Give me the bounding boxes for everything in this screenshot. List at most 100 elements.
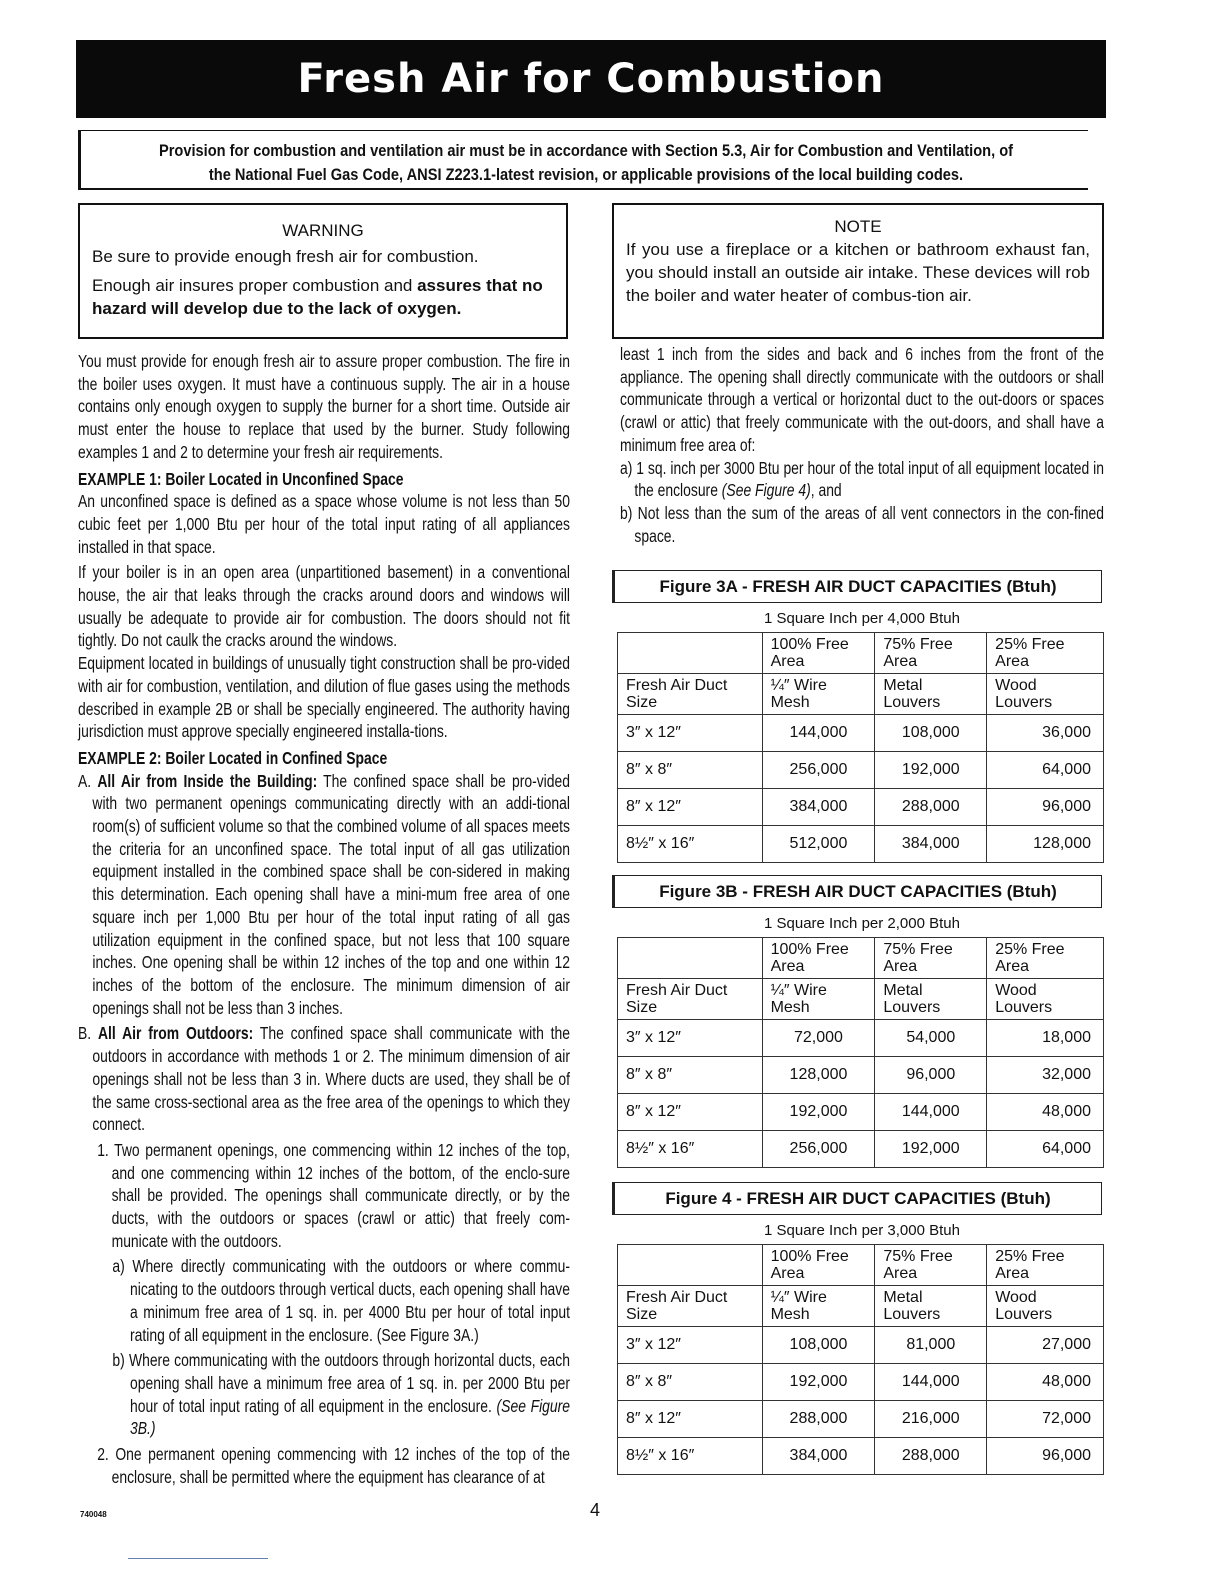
table-row: 8½″ x 16″ 512,000 384,000 128,000	[617, 825, 1104, 863]
warning-box: WARNING Be sure to provide enough fresh …	[78, 203, 568, 339]
header-cell: Metal Louvers	[874, 978, 988, 1020]
item-italic: (See Figure 3B.)	[130, 1395, 571, 1439]
warning-text: Be sure to provide enough fresh air for …	[92, 247, 479, 266]
table-cell: 512,000	[761, 825, 876, 863]
header-row: Fresh Air Duct Size ¼″ Wire Mesh Metal Lou…	[617, 1285, 1104, 1327]
header-cell: Wood Louvers	[986, 978, 1104, 1020]
header-cell: 25% Free Area	[986, 632, 1104, 674]
note-text: If you use a fireplace or a kitchen or b…	[626, 240, 1090, 305]
table-row: 8″ x 8″ 192,000 144,000 48,000	[617, 1363, 1104, 1401]
figure-subtitle: 1 Square Inch per 4,000 Btuh	[764, 610, 960, 627]
header-cell	[617, 937, 763, 979]
header-cell: ¼″ Wire Mesh	[761, 1285, 876, 1327]
header-row: 100% Free Area 75% Free Area 25% Free Area	[617, 1244, 1104, 1286]
header-row: 100% Free Area 75% Free Area 25% Free Area	[617, 937, 1104, 979]
header-cell	[617, 1244, 763, 1286]
warning-text: Enough air insures proper combustion and…	[92, 274, 554, 320]
header-cell: 100% Free Area	[761, 937, 876, 979]
table-cell: 192,000	[874, 751, 988, 789]
warning-title: WARNING	[282, 221, 364, 240]
figure-subtitle: 1 Square Inch per 3,000 Btuh	[764, 1222, 960, 1239]
table-cell: 192,000	[874, 1130, 988, 1168]
item-b: b) Not less than the sum of the areas of…	[620, 502, 1104, 546]
item-2: 2. One permanent opening commencing with…	[97, 1444, 570, 1487]
table-row: 3″ x 12″ 144,000 108,000 36,000	[617, 714, 1104, 752]
header-cell: ¼″ Wire Mesh	[761, 978, 876, 1020]
table-cell: 288,000	[874, 1437, 988, 1475]
document-code: 740048	[80, 1510, 107, 1519]
header-cell: 25% Free Area	[986, 937, 1104, 979]
table-cell: 8″ x 12″	[617, 1400, 763, 1438]
table-cell: 144,000	[874, 1363, 988, 1401]
header-row: 100% Free Area 75% Free Area 25% Free Area	[617, 632, 1104, 674]
table-cell: 256,000	[761, 1130, 876, 1168]
provision-line: Provision for combustion and ventilation…	[158, 141, 1014, 160]
table-cell: 18,000	[986, 1019, 1104, 1057]
table-cell: 27,000	[986, 1326, 1104, 1364]
title-banner: Fresh Air for Combustion	[76, 40, 1106, 118]
table-cell: 384,000	[874, 825, 988, 863]
item-text: The confined space shall be pro-vided wi…	[92, 770, 571, 1018]
table-cell: 3″ x 12″	[617, 714, 763, 752]
table-cell: 96,000	[986, 1437, 1104, 1475]
header-cell: Fresh Air Duct Size	[617, 673, 763, 715]
table-cell: 72,000	[986, 1400, 1104, 1438]
table-cell: 48,000	[986, 1093, 1104, 1131]
table-row: 8″ x 12″ 288,000 216,000 72,000	[617, 1400, 1104, 1438]
table-cell: 64,000	[986, 1130, 1104, 1168]
item-text: b) Where communicating with the outdoors…	[112, 1350, 571, 1416]
header-cell: 25% Free Area	[986, 1244, 1104, 1286]
header-cell: Wood Louvers	[986, 673, 1104, 715]
note-box: NOTE If you use a fireplace or a kitchen…	[612, 203, 1104, 339]
capacity-table: 100% Free Area 75% Free Area 25% Free Area…	[617, 937, 1104, 1168]
warning-text-bold: assures that no hazard will develop due …	[92, 276, 543, 318]
figure-title: Figure 4 - FRESH AIR DUCT CAPACITIES (Bt…	[612, 1182, 1102, 1215]
table-cell: 8″ x 8″	[617, 751, 763, 789]
header-row: Fresh Air Duct Size ¼″ Wire Mesh Metal Lou…	[617, 978, 1104, 1020]
item-bold: All Air from Inside the Building:	[97, 770, 318, 791]
header-cell: ¼″ Wire Mesh	[761, 673, 876, 715]
page-title: Fresh Air for Combustion	[297, 56, 885, 102]
table-cell: 8″ x 8″	[617, 1363, 763, 1401]
table-cell: 192,000	[761, 1363, 876, 1401]
capacity-table: 100% Free Area 75% Free Area 25% Free Area…	[617, 632, 1104, 863]
paragraph: least 1 inch from the sides and back and…	[620, 344, 1104, 455]
table-cell: 8½″ x 16″	[617, 1130, 763, 1168]
item-1: 1. Two permanent openings, one commencin…	[97, 1139, 570, 1251]
item-b: B. All Air from Outdoors: The confined s…	[78, 1022, 570, 1136]
table-cell: 32,000	[986, 1056, 1104, 1094]
table-cell: 144,000	[874, 1093, 988, 1131]
header-cell: 100% Free Area	[761, 632, 876, 674]
table-cell: 81,000	[874, 1326, 988, 1364]
table-cell: 384,000	[761, 788, 876, 826]
table-cell: 96,000	[986, 788, 1104, 826]
table-row: 3″ x 12″ 72,000 54,000 18,000	[617, 1019, 1104, 1057]
table-cell: 54,000	[874, 1019, 988, 1057]
paragraph: Equipment located in buildings of unusua…	[78, 653, 570, 742]
header-cell: Fresh Air Duct Size	[617, 1285, 763, 1327]
table-row: 8½″ x 16″ 384,000 288,000 96,000	[617, 1437, 1104, 1475]
table-cell: 288,000	[761, 1400, 876, 1438]
capacity-table: 100% Free Area 75% Free Area 25% Free Area…	[617, 1244, 1104, 1475]
divider	[128, 1558, 268, 1559]
table-cell: 128,000	[986, 825, 1104, 863]
header-cell: Metal Louvers	[874, 1285, 988, 1327]
table-row: 8½″ x 16″ 256,000 192,000 64,000	[617, 1130, 1104, 1168]
table-cell: 8″ x 12″	[617, 1093, 763, 1131]
table-cell: 8½″ x 16″	[617, 1437, 763, 1475]
table-cell: 96,000	[874, 1056, 988, 1094]
table-row: 8″ x 8″ 128,000 96,000 32,000	[617, 1056, 1104, 1094]
provision-line: the National Fuel Gas Code, ANSI Z223.1-…	[208, 165, 964, 184]
table-cell: 288,000	[874, 788, 988, 826]
item-label: A.	[78, 770, 98, 791]
table-cell: 8½″ x 16″	[617, 825, 763, 863]
item-text: The confined space shall communicate wit…	[92, 1023, 571, 1135]
example1-heading: EXAMPLE 1: Boiler Located in Unconfined …	[78, 468, 404, 489]
table-cell: 384,000	[761, 1437, 876, 1475]
table-row: 8″ x 8″ 256,000 192,000 64,000	[617, 751, 1104, 789]
table-cell: 144,000	[761, 714, 876, 752]
header-cell: 75% Free Area	[874, 632, 988, 674]
table-cell: 108,000	[761, 1326, 876, 1364]
provision-notice: Provision for combustion and ventilation…	[78, 130, 1088, 190]
